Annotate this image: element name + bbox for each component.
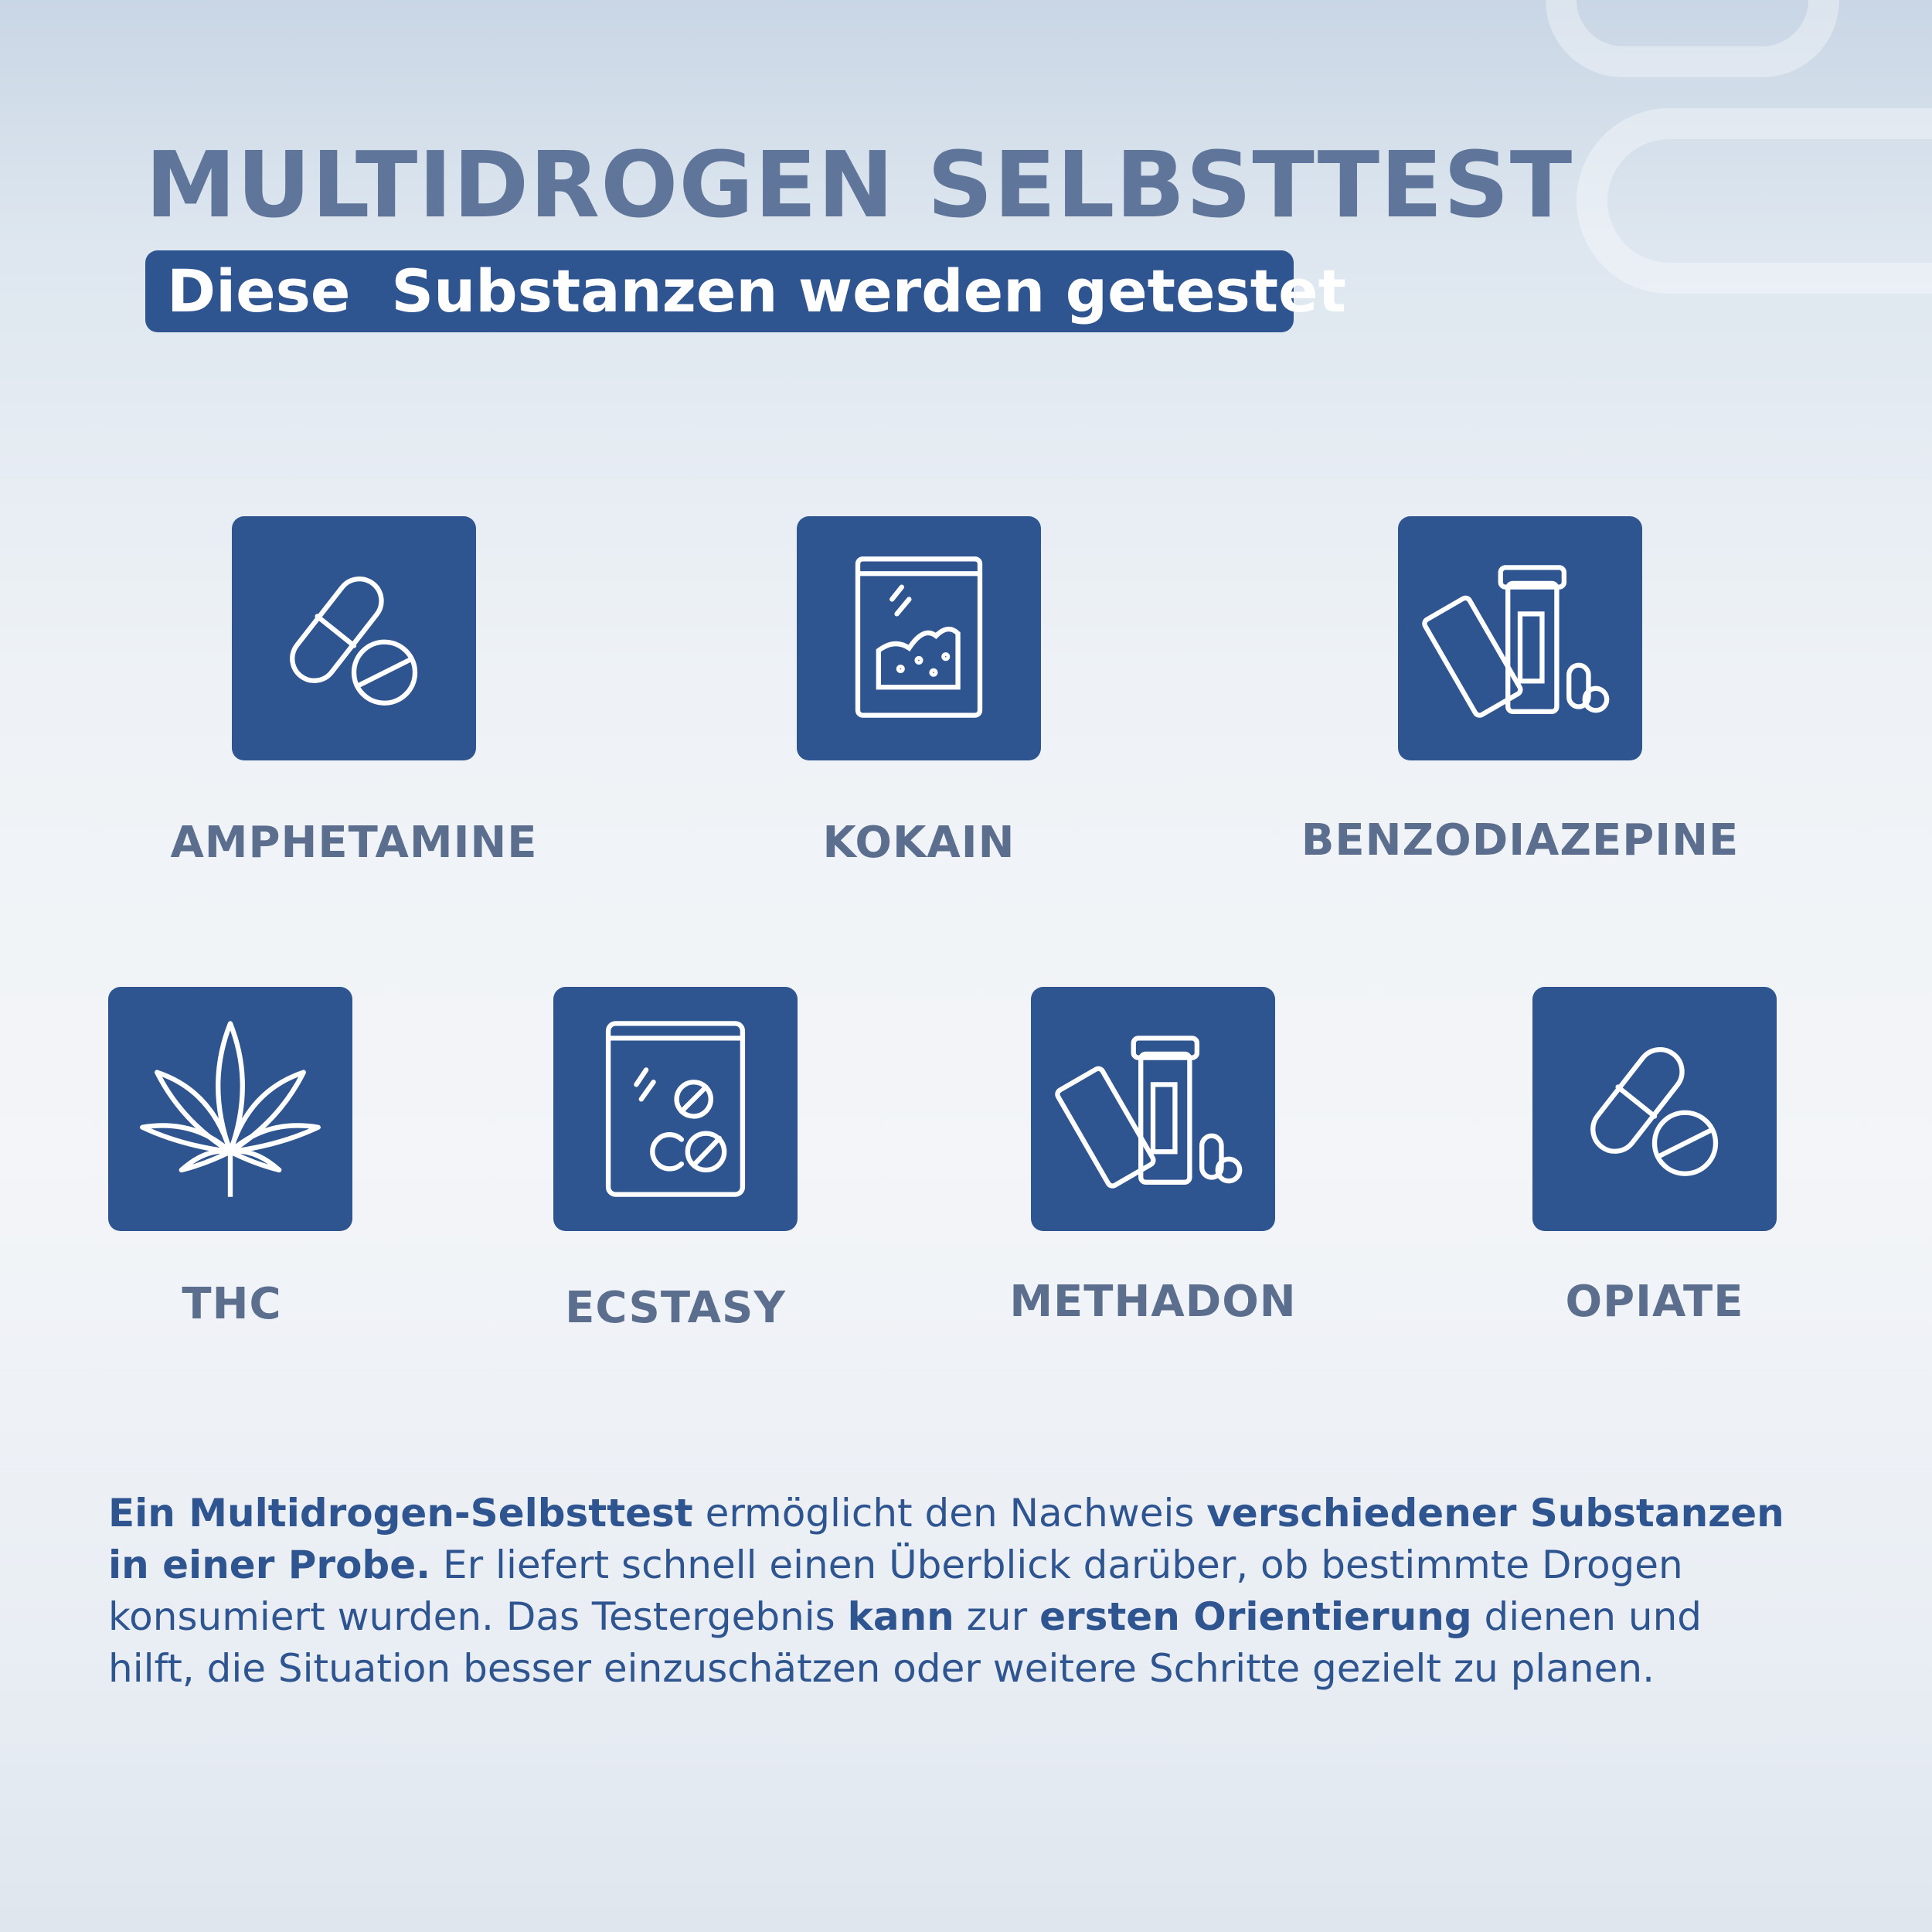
powder-bag-icon: [797, 516, 1041, 760]
description-paragraph: Ein Multidrogen-Selbsttest ermöglicht de…: [108, 1488, 1785, 1695]
subtitle-banner: Diese Substanzen werden getestet: [145, 250, 1346, 332]
description-bold: kann: [847, 1594, 954, 1639]
substance-label: THC: [182, 1279, 282, 1329]
capsule-pill-icon: [232, 516, 476, 760]
description-text: Er liefert schnell einen Überblick darüb…: [108, 1543, 1683, 1639]
substance-label: KOKAIN: [822, 818, 1015, 868]
background-decoration: [1577, 108, 1932, 294]
substance-label: ECSTASY: [565, 1283, 786, 1333]
pill-bag-icon: [553, 987, 798, 1231]
description-bold: ersten Orientierung: [1039, 1594, 1472, 1639]
pill-bottle-blister-icon: [1031, 987, 1275, 1231]
page-title: MULTIDROGEN SELBSTTEST: [145, 131, 1573, 238]
description-bold: verschiedener Subs­tanzen in einer Probe…: [108, 1491, 1784, 1587]
substance-label: OPIATE: [1565, 1277, 1744, 1327]
description-bold: Ein Multidrogen-Selbsttest: [108, 1491, 693, 1536]
substance-label: BENZODIAZEPINE: [1301, 815, 1740, 866]
description-text: ermöglicht den Nachweis: [692, 1491, 1207, 1536]
substance-label: METHADON: [1009, 1277, 1297, 1327]
subtitle-text: Diese Substanzen werden getestet: [167, 257, 1346, 325]
capsule-pill-icon: [1532, 987, 1777, 1231]
description-text: zur: [954, 1594, 1040, 1639]
pill-bottle-blister-icon: [1398, 516, 1642, 760]
description-text: dienen und hilft, die Situation besser e…: [108, 1594, 1702, 1691]
background-decoration: [1546, 0, 1839, 77]
substance-label: AMPHETAMINE: [170, 818, 538, 868]
cannabis-leaf-icon: [108, 987, 352, 1231]
